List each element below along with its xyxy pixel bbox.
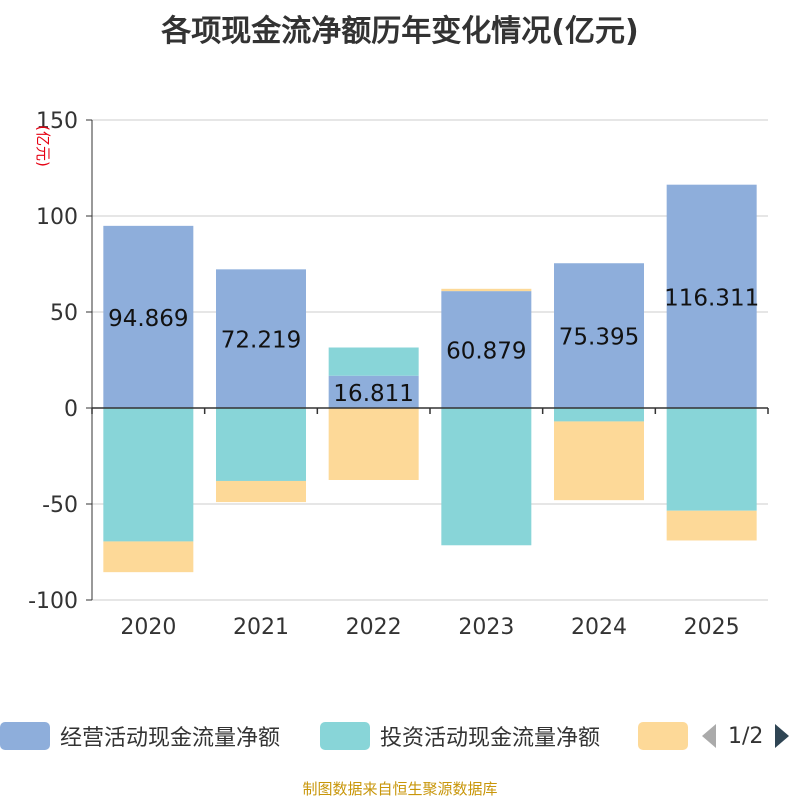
y-tick-label: 0	[64, 397, 78, 422]
data-label: 60.879	[446, 339, 526, 365]
legend-swatch-investing	[320, 722, 370, 750]
legend-page-indicator: 1/2	[728, 723, 764, 749]
x-tick-label: 2024	[571, 615, 627, 640]
x-tick-label: 2023	[458, 615, 514, 640]
y-tick-label: -50	[42, 493, 78, 518]
bar-operating	[441, 291, 532, 408]
x-tick-label: 2025	[684, 615, 740, 640]
legend-label-operating: 经营活动现金流量净额	[60, 726, 281, 751]
legend-swatch-third	[638, 722, 688, 750]
bar-investing	[103, 408, 194, 542]
bar-investing	[441, 408, 532, 546]
legend-label-investing: 投资活动现金流量净额	[380, 726, 601, 751]
bar-third	[103, 541, 194, 573]
x-tick-label: 2021	[233, 615, 289, 640]
bar-operating	[554, 263, 644, 408]
bar-operating	[666, 184, 757, 408]
triangle-right-icon[interactable]	[773, 722, 791, 750]
legend: 经营活动现金流量净额 投资活动现金流量净额 1/2	[0, 716, 800, 756]
y-tick-label: 150	[36, 109, 78, 134]
data-label: 75.395	[559, 325, 639, 351]
bar-third	[666, 510, 757, 541]
y-axis-label: (亿元)	[34, 125, 52, 167]
bar-third	[554, 421, 644, 501]
bar-operating	[328, 375, 419, 408]
legend-item-third[interactable]	[638, 716, 688, 756]
chart-title: 各项现金流净额历年变化情况(亿元)	[161, 14, 639, 49]
bar-operating	[216, 269, 306, 408]
x-tick-label: 2022	[346, 615, 402, 640]
legend-item-investing[interactable]: 投资活动现金流量净额	[320, 716, 600, 756]
y-tick-label: -100	[28, 589, 78, 614]
bar-investing	[216, 408, 306, 481]
bar-third	[328, 408, 419, 480]
bar-investing	[328, 347, 419, 376]
legend-swatch-operating	[0, 722, 50, 750]
data-source-note: 制图数据来自恒生聚源数据库	[302, 780, 498, 798]
bar-third	[216, 480, 306, 503]
y-tick-label: 100	[36, 205, 78, 230]
legend-item-operating[interactable]: 经营活动现金流量净额	[0, 716, 280, 756]
bar-third	[441, 288, 532, 292]
data-label: 94.869	[108, 306, 188, 332]
data-label: 16.811	[333, 381, 413, 407]
data-label: 116.311	[664, 285, 759, 311]
y-tick-label: 50	[50, 301, 78, 326]
bar-investing	[666, 408, 757, 511]
legend-pager: 1/2	[700, 716, 791, 756]
x-tick-label: 2020	[120, 615, 176, 640]
data-label: 72.219	[221, 328, 301, 354]
bar-investing	[554, 408, 644, 422]
bar-operating	[103, 225, 194, 408]
triangle-left-icon[interactable]	[700, 722, 718, 750]
